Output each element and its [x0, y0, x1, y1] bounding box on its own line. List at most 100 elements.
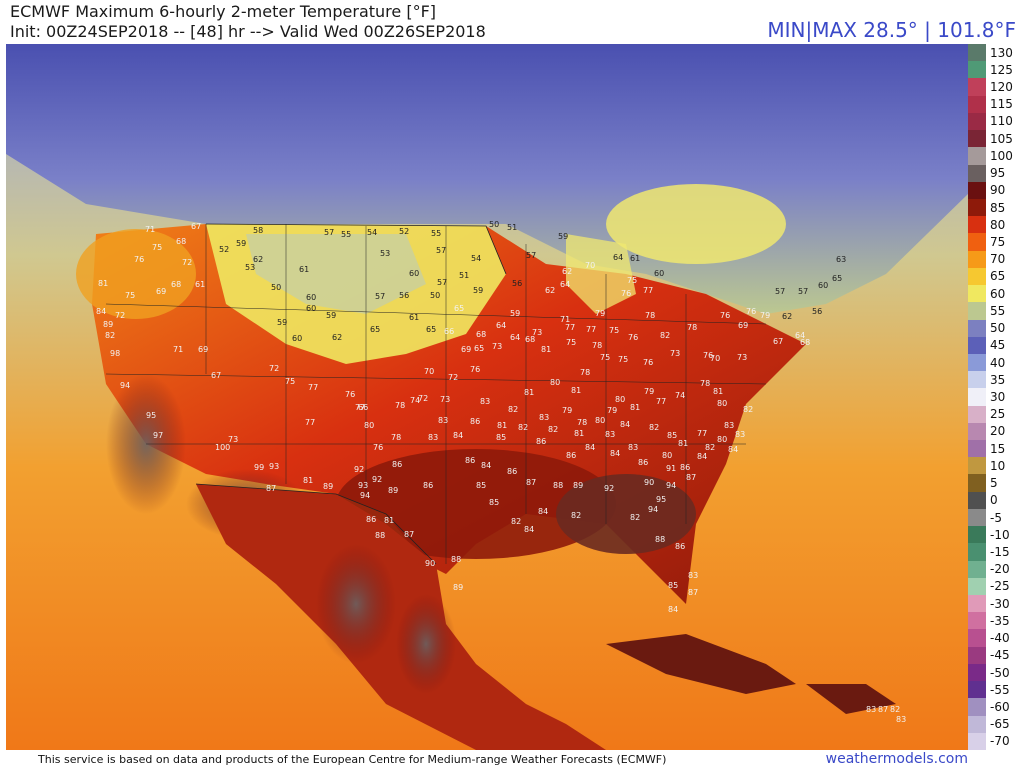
station-temp-label: 82 [511, 517, 521, 526]
station-temp-label: 95 [146, 411, 156, 420]
colorbar-label: -60 [990, 699, 1010, 714]
station-temp-label: 86 [366, 515, 376, 524]
colorbar-label: -15 [990, 544, 1010, 559]
station-temp-label: 66 [358, 403, 368, 412]
colorbar-swatch [968, 267, 986, 286]
station-temp-label: 83 [605, 430, 615, 439]
station-temp-label: 86 [465, 456, 475, 465]
station-temp-label: 89 [388, 486, 398, 495]
station-temp-label: 57 [324, 228, 334, 237]
colorbar-label: -10 [990, 527, 1010, 542]
colorbar-label: -20 [990, 562, 1010, 577]
station-temp-label: 79 [607, 406, 617, 415]
station-temp-label: 83 [724, 421, 734, 430]
station-temp-label: 69 [461, 345, 471, 354]
station-temp-label: 59 [326, 311, 336, 320]
station-temp-label: 84 [610, 449, 620, 458]
colorbar-label: 15 [990, 441, 1006, 456]
map-subtitle: Init: 00Z24SEP2018 -- [48] hr --> Valid … [10, 22, 486, 41]
colorbar-swatch [968, 543, 986, 562]
station-temp-label: 63 [836, 255, 846, 264]
colorbar-label: 30 [990, 390, 1006, 404]
station-temp-label: 89 [573, 481, 583, 490]
station-temp-label: 83 [688, 571, 698, 580]
station-temp-label: 78 [645, 311, 655, 320]
station-temp-label: 54 [471, 254, 481, 263]
station-temp-label: 80 [615, 395, 625, 404]
station-temp-label: 81 [574, 429, 584, 438]
colorbar-label: -40 [990, 631, 1010, 646]
colorbar-swatch [968, 353, 986, 372]
station-temp-label: 67 [773, 337, 783, 346]
station-temp-label: 60 [409, 269, 419, 278]
station-temp-label: 68 [525, 335, 535, 344]
colorbar-label: -55 [990, 682, 1010, 697]
station-temp-label: 81 [98, 279, 108, 288]
colorbar-label: 20 [990, 424, 1006, 439]
station-temp-label: 86 [675, 542, 685, 551]
station-temp-label: 81 [630, 403, 640, 412]
station-temp-label: 57 [526, 251, 536, 260]
colorbar-swatch [968, 147, 986, 166]
station-temp-label: 87 [404, 530, 414, 539]
station-temp-label: 79 [644, 387, 654, 396]
station-temp-label: 72 [418, 394, 428, 403]
colorbar-label: 40 [990, 355, 1006, 370]
station-temp-label: 81 [303, 476, 313, 485]
station-temp-label: 72 [448, 373, 458, 382]
southeast-zone [556, 474, 696, 554]
caribbean-temp-3: 82 [890, 705, 900, 714]
station-temp-label: 61 [630, 254, 640, 263]
station-temp-label: 100 [215, 443, 230, 452]
station-temp-label: 56 [399, 291, 409, 300]
colorbar-swatch [968, 457, 986, 475]
station-temp-label: 81 [541, 345, 551, 354]
station-temp-label: 57 [375, 292, 385, 301]
station-temp-label: 60 [306, 293, 316, 302]
colorbar-label: 110 [990, 114, 1013, 129]
station-temp-label: 92 [604, 484, 614, 493]
station-temp-label: 66 [444, 327, 454, 336]
station-temp-label: 81 [384, 516, 394, 525]
station-temp-label: 73 [492, 342, 502, 351]
station-temp-label: 77 [308, 383, 318, 392]
colorbar-swatch [968, 560, 986, 579]
station-temp-label: 87 [266, 484, 276, 493]
station-temp-label: 83 [539, 413, 549, 422]
station-temp-label: 86 [470, 417, 480, 426]
station-temp-label: 50 [489, 220, 499, 229]
station-temp-label: 55 [431, 229, 441, 238]
station-temp-label: 84 [453, 431, 463, 440]
station-temp-label: 80 [364, 421, 374, 430]
station-temp-label: 76 [621, 289, 631, 298]
station-temp-label: 78 [700, 379, 710, 388]
colorbar-label: 50 [990, 321, 1006, 336]
station-temp-label: 64 [560, 280, 570, 289]
station-temp-label: 61 [195, 280, 205, 289]
site-link[interactable]: weathermodels.com [825, 751, 968, 767]
station-temp-label: 82 [571, 511, 581, 520]
station-temp-label: 83 [480, 397, 490, 406]
station-temp-label: 68 [171, 280, 181, 289]
station-temp-label: 57 [798, 287, 808, 296]
station-temp-label: 86 [392, 460, 402, 469]
colorbar-label: 35 [990, 372, 1006, 387]
station-temp-label: 73 [737, 353, 747, 362]
station-temp-label: 86 [566, 451, 576, 460]
station-temp-label: 61 [299, 265, 309, 274]
mexico-heat-zone [316, 544, 396, 664]
temperature-map: 71 68 67 75 76 72 81 75 69 68 61 84 72 89 82 98 94 97 95 10… [6, 44, 968, 750]
station-temp-label: 83 [735, 430, 745, 439]
colorbar-label: 5 [990, 476, 998, 491]
pacific-northwest-zone [76, 229, 196, 319]
station-temp-label: 84 [585, 443, 595, 452]
station-temp-label: 62 [253, 255, 263, 264]
station-temp-label: 84 [481, 461, 491, 470]
cuba-region [606, 634, 796, 694]
station-temp-label: 90 [644, 478, 654, 487]
colorbar-swatch [968, 112, 986, 131]
colorbar-label: -5 [990, 510, 1002, 525]
station-temp-label: 69 [156, 287, 166, 296]
station-temp-label: 62 [545, 286, 555, 295]
northern-rockies-zone [246, 234, 426, 314]
